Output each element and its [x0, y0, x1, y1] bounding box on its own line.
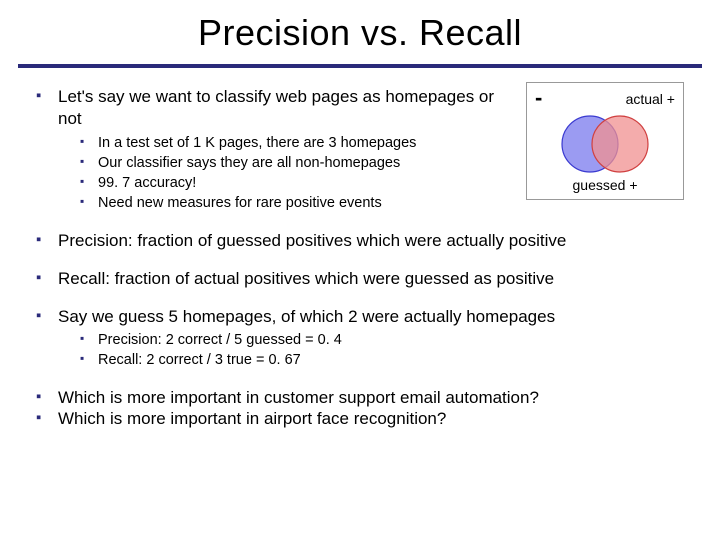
bullet-text: Precision: fraction of guessed positives… [58, 231, 566, 250]
sub-bullet: Precision: 2 correct / 5 guessed = 0. 4 [80, 331, 690, 350]
bullet-q1: Which is more important in customer supp… [36, 387, 690, 409]
sub-bullet: Recall: 2 correct / 3 true = 0. 67 [80, 351, 690, 370]
actual-circle [592, 116, 648, 172]
bullet-intro: Let's say we want to classify web pages … [36, 86, 514, 213]
bullet-precision: Precision: fraction of guessed positives… [36, 230, 690, 252]
actual-plus-label: actual + [626, 91, 675, 107]
title-rule [18, 64, 702, 68]
bullet-text: Say we guess 5 homepages, of which 2 wer… [58, 307, 555, 326]
minus-label: - [535, 85, 542, 111]
sub-bullet: 99. 7 accuracy! [80, 174, 514, 193]
bullet-example: Say we guess 5 homepages, of which 2 wer… [36, 306, 690, 371]
slide-content: Let's say we want to classify web pages … [0, 86, 720, 430]
sub-bullet: Need new measures for rare positive even… [80, 194, 514, 213]
bullet-q2: Which is more important in airport face … [36, 408, 690, 430]
sub-bullet: In a test set of 1 K pages, there are 3 … [80, 134, 514, 153]
bullet-recall: Recall: fraction of actual positives whi… [36, 268, 690, 290]
bullet-text: Which is more important in airport face … [58, 409, 446, 428]
sub-bullet: Our classifier says they are all non-hom… [80, 154, 514, 173]
bullet-text: Recall: fraction of actual positives whi… [58, 269, 554, 288]
bullet-text: Which is more important in customer supp… [58, 388, 539, 407]
venn-svg [550, 113, 660, 175]
bullet-text: Let's say we want to classify web pages … [58, 87, 494, 128]
slide-title: Precision vs. Recall [0, 12, 720, 64]
guessed-plus-label: guessed + [527, 177, 683, 193]
venn-diagram: - actual + guessed + [526, 82, 684, 200]
